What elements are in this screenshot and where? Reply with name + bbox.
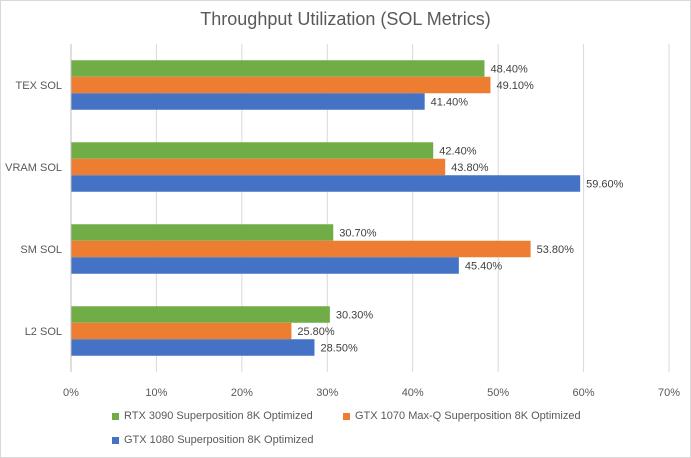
- legend-label: GTX 1070 Max-Q Superposition 8K Optimize…: [355, 410, 581, 422]
- category-label: L2 SOL: [25, 326, 62, 338]
- bar: [71, 60, 485, 77]
- legend-swatch: [112, 412, 119, 420]
- data-label: 43.80%: [451, 162, 489, 174]
- data-label: 53.80%: [537, 244, 575, 256]
- bar: [71, 175, 581, 192]
- x-tick-label: 20%: [231, 387, 253, 399]
- data-label: 28.50%: [320, 343, 358, 355]
- data-label: 25.80%: [297, 326, 335, 338]
- bar: [71, 240, 531, 258]
- x-tick-label: 60%: [573, 387, 595, 399]
- data-label: 49.10%: [496, 80, 534, 92]
- data-label: 59.60%: [586, 179, 624, 191]
- chart-title: Throughput Utilization (SOL Metrics): [200, 9, 491, 29]
- x-tick-label: 30%: [316, 387, 338, 399]
- data-label: 30.30%: [336, 310, 374, 322]
- legend-item: RTX 3090 Superposition 8K Optimized: [112, 410, 313, 422]
- legend-label: RTX 3090 Superposition 8K Optimized: [124, 410, 313, 422]
- x-tick-label: 70%: [658, 387, 680, 399]
- data-label: 45.40%: [465, 261, 503, 273]
- bar: [71, 158, 446, 176]
- x-tick-label: 0%: [63, 387, 79, 399]
- category-label: TEX SOL: [16, 80, 62, 92]
- legend-item: GTX 1080 Superposition 8K Optimized: [112, 434, 314, 446]
- bar: [71, 142, 434, 159]
- bar: [71, 322, 292, 340]
- bar: [71, 224, 334, 241]
- data-label: 42.40%: [439, 146, 477, 158]
- bar: [71, 93, 425, 110]
- legend-swatch: [343, 412, 350, 420]
- legend-label: GTX 1080 Superposition 8K Optimized: [124, 434, 314, 446]
- x-tick-label: 50%: [487, 387, 509, 399]
- category-label: SM SOL: [20, 244, 62, 256]
- legend-swatch: [112, 436, 119, 444]
- category-label: VRAM SOL: [5, 162, 62, 174]
- data-label: 41.40%: [431, 97, 469, 109]
- x-tick-label: 40%: [402, 387, 424, 399]
- bar: [71, 76, 491, 94]
- data-label: 48.40%: [490, 64, 528, 76]
- data-label: 30.70%: [339, 228, 377, 240]
- x-tick-label: 10%: [145, 387, 167, 399]
- bar: [71, 339, 315, 356]
- bar: [71, 306, 330, 323]
- bar: [71, 257, 459, 274]
- legend-item: GTX 1070 Max-Q Superposition 8K Optimize…: [343, 410, 581, 422]
